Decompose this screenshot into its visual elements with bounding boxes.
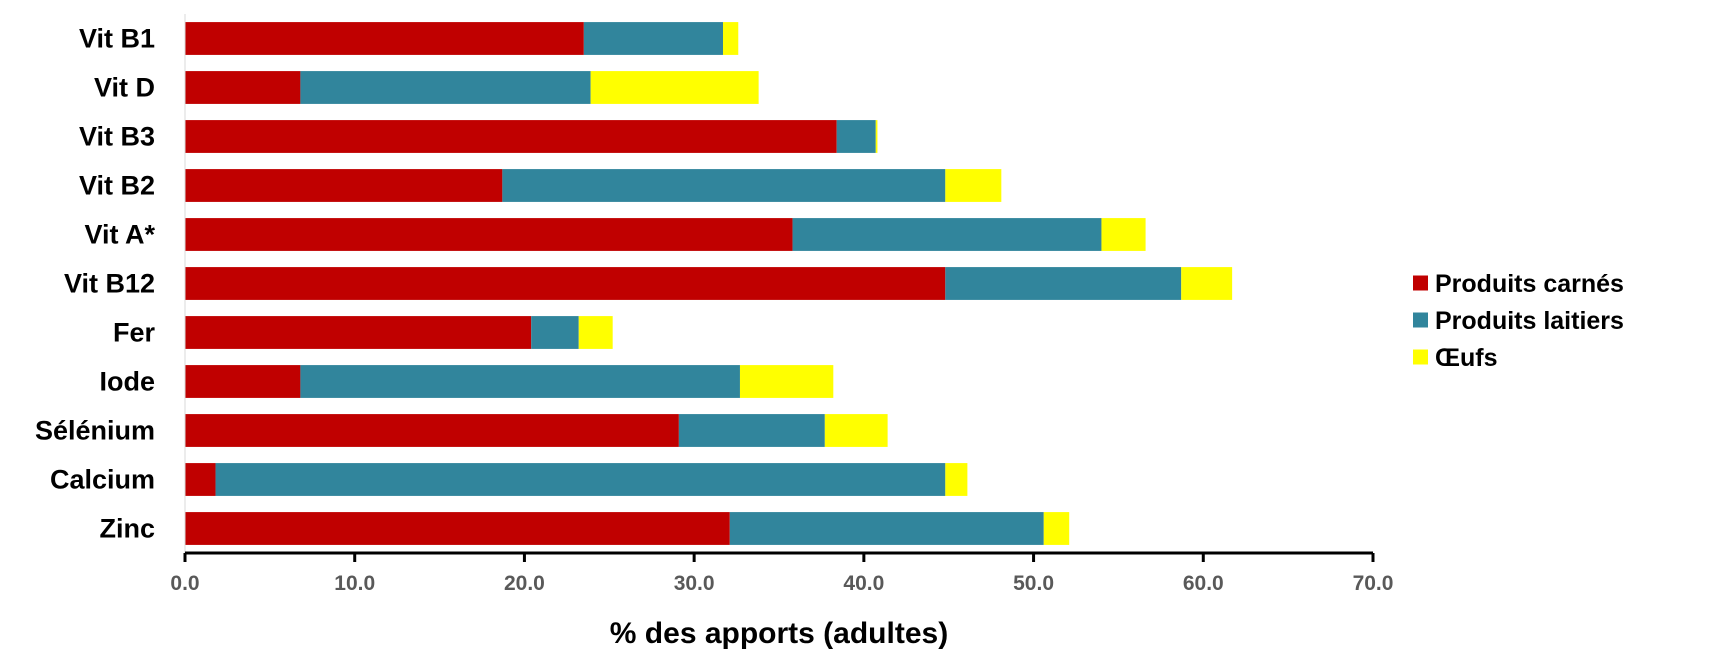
- bar-vit-d-produits-carnes: [185, 71, 301, 104]
- category-label-vit-b12: Vit B12: [64, 269, 155, 299]
- bar-vit-b2-produits-laitiers: [502, 169, 946, 202]
- category-label-vit-a: Vit A*: [84, 220, 155, 250]
- bar-iode-produits-carnes: [185, 365, 301, 398]
- legend-label-produits-laitiers: Produits laitiers: [1435, 307, 1624, 335]
- bar-selenium-produits-carnes: [185, 414, 679, 447]
- category-label-vit-b1: Vit B1: [79, 24, 155, 54]
- bar-selenium-produits-laitiers: [678, 414, 825, 447]
- bar-calcium-produits-laitiers: [215, 463, 946, 496]
- bar-vit-b12-produits-carnes: [185, 267, 946, 300]
- x-ticks: 0.0 10.0 20.0 30.0 40.0 50.0 60.0 70.0: [170, 553, 1393, 595]
- category-label-iode: Iode: [99, 367, 155, 397]
- bar-vit-b12-produits-laitiers: [945, 267, 1182, 300]
- bar-calcium-produits-carnes: [185, 463, 216, 496]
- bar-vit-b3-produits-laitiers: [836, 120, 876, 153]
- x-axis-title: % des apports (adultes): [610, 617, 948, 650]
- bar-vit-d-oeufs: [590, 71, 759, 104]
- bar-fer-oeufs: [578, 316, 613, 349]
- legend-label-oeufs: Œufs: [1435, 344, 1498, 372]
- bar-selenium-oeufs: [824, 414, 888, 447]
- bars-group: [185, 22, 1233, 545]
- bar-iode-oeufs: [739, 365, 834, 398]
- bar-zinc-oeufs: [1043, 512, 1070, 545]
- bar-fer-produits-carnes: [185, 316, 532, 349]
- x-tick-label: 10.0: [334, 572, 375, 595]
- category-label-selenium: Sélénium: [35, 416, 155, 446]
- x-tick-label: 50.0: [1013, 572, 1054, 595]
- x-tick-label: 20.0: [504, 572, 545, 595]
- bar-zinc-produits-laitiers: [729, 512, 1044, 545]
- bar-iode-produits-laitiers: [300, 365, 740, 398]
- x-tick-label: 60.0: [1183, 572, 1224, 595]
- category-label-zinc: Zinc: [99, 514, 155, 544]
- bar-vit-a-oeufs: [1101, 218, 1146, 251]
- bar-vit-d-produits-laitiers: [300, 71, 591, 104]
- bar-vit-b2-produits-carnes: [185, 169, 503, 202]
- bar-vit-b12-oeufs: [1181, 267, 1233, 300]
- bar-calcium-oeufs: [945, 463, 968, 496]
- bar-vit-a-produits-carnes: [185, 218, 793, 251]
- category-label-vit-b2: Vit B2: [79, 171, 155, 201]
- bar-vit-b2-oeufs: [945, 169, 1002, 202]
- category-labels: Vit B1 Vit D Vit B3 Vit B2 Vit A* Vit B12 Fer I…: [35, 24, 156, 544]
- bar-vit-b3-produits-carnes: [185, 120, 837, 153]
- legend: Produits carnés Produits laitiers Œufs: [1413, 270, 1624, 372]
- legend-label-produits-carnes: Produits carnés: [1435, 270, 1624, 298]
- category-label-calcium: Calcium: [50, 465, 155, 495]
- x-tick-label: 70.0: [1353, 572, 1394, 595]
- category-label-fer: Fer: [113, 318, 156, 348]
- x-tick-label: 30.0: [674, 572, 715, 595]
- legend-swatch-produits-laitiers: [1413, 312, 1428, 328]
- x-tick-label: 40.0: [843, 572, 884, 595]
- legend-swatch-produits-carnes: [1413, 275, 1428, 291]
- bar-fer-produits-laitiers: [531, 316, 579, 349]
- category-label-vit-b3: Vit B3: [79, 122, 155, 152]
- bar-vit-a-produits-laitiers: [792, 218, 1102, 251]
- bar-vit-b1-oeufs: [722, 22, 739, 55]
- bar-vit-b1-produits-carnes: [185, 22, 584, 55]
- bar-zinc-produits-carnes: [185, 512, 730, 545]
- bar-vit-b1-produits-laitiers: [583, 22, 723, 55]
- bar-vit-b3-oeufs: [875, 120, 878, 153]
- x-tick-label: 0.0: [170, 572, 199, 595]
- category-label-vit-d: Vit D: [94, 73, 155, 103]
- legend-swatch-oeufs: [1413, 349, 1428, 365]
